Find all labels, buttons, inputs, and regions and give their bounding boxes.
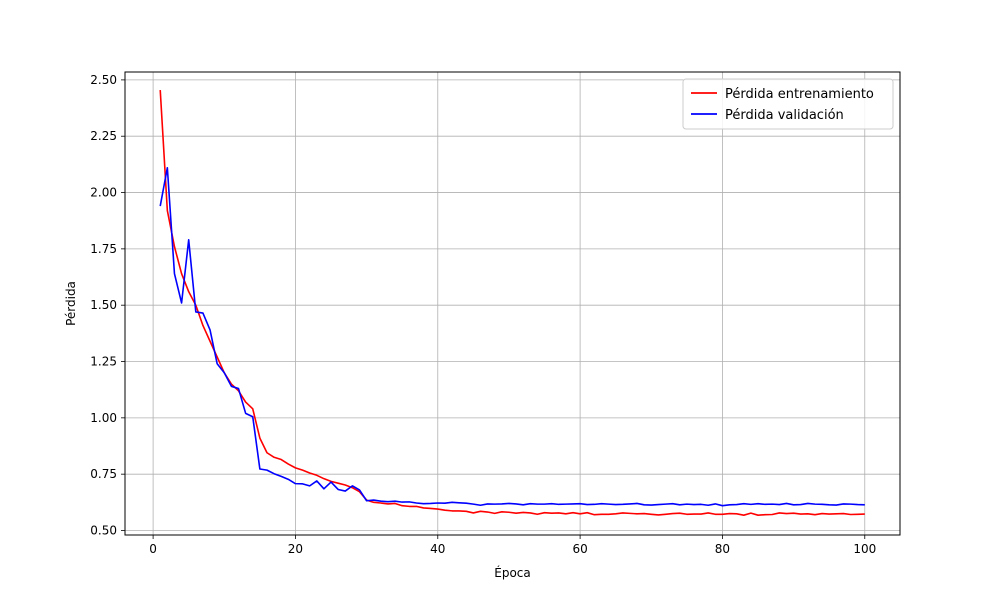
legend-label: Pérdida entrenamiento — [725, 87, 874, 102]
y-tick-label: 1.50 — [90, 298, 117, 312]
legend: Pérdida entrenamiento Pérdida validación — [682, 78, 894, 130]
x-axis-label: Época — [494, 565, 531, 580]
y-tick-label: 1.00 — [90, 411, 117, 425]
plot-frame — [124, 71, 901, 536]
y-tick-label: 2.25 — [90, 129, 117, 143]
legend-label: Pérdida validación — [725, 108, 844, 123]
y-tick-label: 1.25 — [90, 355, 117, 369]
x-tick-label: 100 — [853, 542, 876, 556]
y-tick-label: 2.00 — [90, 186, 117, 200]
ticks-layer: 0 20 40 60 80 100 0.50 0.75 1.00 1.25 1.50 1.75 2.00… — [90, 73, 876, 556]
y-tick-label: 0.75 — [90, 467, 117, 481]
y-axis-label: Pérdida — [64, 281, 78, 326]
x-tick-label: 60 — [572, 542, 587, 556]
x-tick-label: 40 — [430, 542, 445, 556]
series-line-training-loss — [159, 89, 865, 516]
x-tick-label: 80 — [715, 542, 730, 556]
y-tick-label: 2.50 — [90, 73, 117, 87]
x-tick-label: 0 — [149, 542, 157, 556]
series-layer — [159, 89, 865, 516]
x-tick-label: 20 — [288, 542, 303, 556]
series-line-validation-loss — [159, 166, 865, 507]
y-tick-label: 0.50 — [90, 523, 117, 537]
y-tick-label: 1.75 — [90, 242, 117, 256]
legend-box — [682, 78, 894, 130]
